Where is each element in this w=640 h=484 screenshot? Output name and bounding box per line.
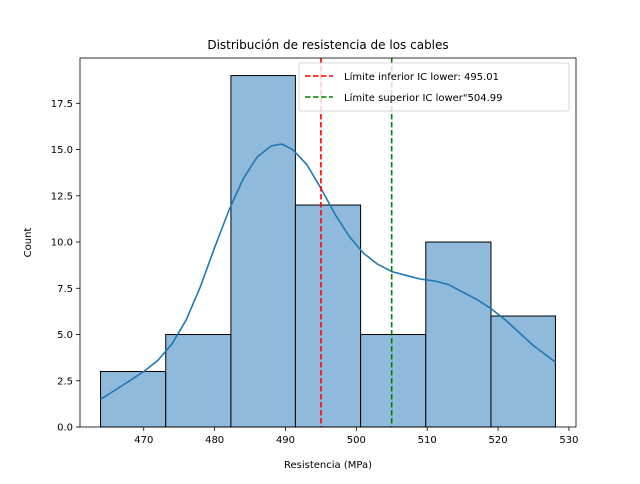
bars-layer <box>100 75 556 428</box>
x-tick-label: 470 <box>134 435 153 446</box>
x-tick-label: 480 <box>205 435 224 446</box>
y-tick-label: 2.5 <box>57 376 73 387</box>
y-tick-label: 7.5 <box>57 284 73 295</box>
histogram-bar <box>425 241 492 428</box>
y-tick-label: 5.0 <box>57 330 73 341</box>
chart-title: Distribución de resistencia de los cable… <box>207 38 448 52</box>
y-axis-label: Count <box>23 228 34 258</box>
x-tick-label: 490 <box>276 435 295 446</box>
x-tick-label: 500 <box>347 435 366 446</box>
histogram-bar <box>294 204 362 428</box>
histogram-bar <box>490 315 556 428</box>
histogram-bar <box>360 334 427 428</box>
histogram-bar <box>230 75 296 428</box>
x-axis: 470 480 490 500 510 520 530 <box>134 427 578 446</box>
y-tick-label: 0.0 <box>57 423 73 434</box>
x-tick-label: 510 <box>418 435 437 446</box>
plot-frame <box>79 57 577 428</box>
x-axis-label: Resistencia (MPa) <box>284 460 372 471</box>
y-tick-label: 15.0 <box>51 145 73 156</box>
x-tick-label: 520 <box>489 435 508 446</box>
legend: Límite inferior IC lower: 495.01 Límite s… <box>298 62 570 112</box>
y-tick-label: 12.5 <box>51 191 73 202</box>
vlines-layer <box>320 58 393 427</box>
histogram-bar <box>100 371 167 428</box>
legend-label: Límite superior IC lower"504.99 <box>344 92 503 104</box>
legend-label: Límite inferior IC lower: 495.01 <box>344 71 499 83</box>
x-tick-label: 530 <box>559 435 578 446</box>
y-tick-label: 17.5 <box>51 99 73 110</box>
legend-box <box>298 62 570 112</box>
histogram-bar <box>165 334 232 428</box>
y-axis: 0.0 2.5 5.0 7.5 10.0 12.5 15.0 17.5 <box>51 99 80 434</box>
y-tick-label: 10.0 <box>51 238 73 249</box>
